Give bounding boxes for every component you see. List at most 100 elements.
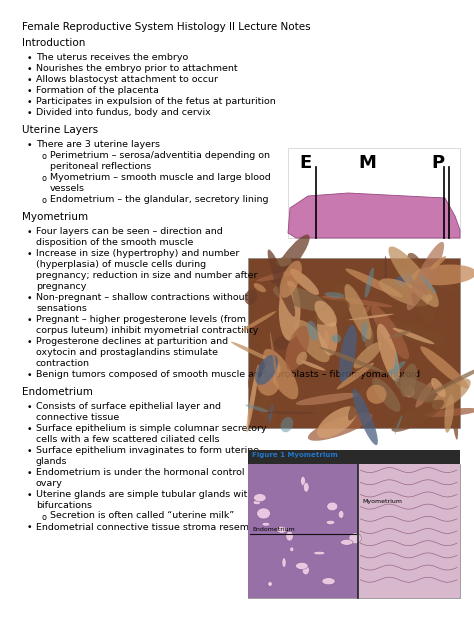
- Ellipse shape: [395, 265, 433, 279]
- Ellipse shape: [286, 532, 293, 541]
- Text: disposition of the smooth muscle: disposition of the smooth muscle: [36, 238, 193, 246]
- Ellipse shape: [298, 360, 326, 371]
- Ellipse shape: [384, 256, 387, 289]
- Ellipse shape: [332, 336, 336, 341]
- Ellipse shape: [361, 320, 367, 342]
- Ellipse shape: [262, 362, 281, 382]
- Text: Uterine Layers: Uterine Layers: [22, 125, 98, 135]
- Ellipse shape: [395, 415, 402, 434]
- Ellipse shape: [430, 256, 446, 270]
- Text: •: •: [27, 98, 33, 107]
- Text: •: •: [27, 65, 33, 74]
- Text: Four layers can be seen – direction and: Four layers can be seen – direction and: [36, 227, 223, 236]
- Text: pregnancy: pregnancy: [36, 282, 86, 291]
- FancyBboxPatch shape: [248, 464, 358, 598]
- Text: •: •: [27, 87, 33, 96]
- Ellipse shape: [294, 320, 330, 362]
- Ellipse shape: [253, 501, 261, 505]
- Ellipse shape: [411, 265, 474, 285]
- Ellipse shape: [354, 342, 382, 368]
- Ellipse shape: [324, 330, 329, 346]
- Text: Uterine glands are simple tubular glands with: Uterine glands are simple tubular glands…: [36, 490, 254, 499]
- Text: Secretion is often called “uterine milk”: Secretion is often called “uterine milk”: [50, 511, 234, 521]
- Text: pregnancy; reduction in size and number after: pregnancy; reduction in size and number …: [36, 270, 257, 279]
- Text: Perimetrium – serosa/adventitia depending on: Perimetrium – serosa/adventitia dependin…: [50, 150, 270, 160]
- Ellipse shape: [273, 286, 328, 311]
- Ellipse shape: [268, 250, 295, 317]
- Ellipse shape: [389, 246, 439, 307]
- Text: •: •: [27, 370, 33, 380]
- Ellipse shape: [295, 562, 308, 569]
- Ellipse shape: [432, 379, 471, 410]
- Ellipse shape: [371, 305, 409, 360]
- Ellipse shape: [285, 325, 309, 371]
- Ellipse shape: [365, 267, 374, 298]
- Text: Surface epithelium invaginates to form uterine: Surface epithelium invaginates to form u…: [36, 446, 259, 454]
- Ellipse shape: [307, 320, 318, 341]
- Ellipse shape: [277, 526, 287, 533]
- Ellipse shape: [254, 494, 266, 502]
- Ellipse shape: [338, 511, 344, 518]
- Text: •: •: [27, 425, 33, 434]
- Ellipse shape: [449, 380, 458, 440]
- Text: oxytocin and prostaglandins stimulate: oxytocin and prostaglandins stimulate: [36, 348, 218, 356]
- Ellipse shape: [348, 387, 366, 420]
- Text: Endometrium – the glandular, secretory lining: Endometrium – the glandular, secretory l…: [50, 195, 268, 204]
- Ellipse shape: [431, 378, 446, 398]
- Ellipse shape: [241, 311, 276, 332]
- Ellipse shape: [313, 300, 350, 325]
- Text: Consists of surface epithelial layer and: Consists of surface epithelial layer and: [36, 401, 221, 411]
- Text: •: •: [27, 228, 33, 236]
- Text: vessels: vessels: [50, 184, 85, 193]
- Ellipse shape: [282, 558, 286, 568]
- Text: Endometrial connective tissue stroma resembles mesenchyme: Endometrial connective tissue stroma res…: [36, 523, 336, 532]
- Ellipse shape: [303, 482, 309, 492]
- Ellipse shape: [322, 296, 393, 307]
- Ellipse shape: [256, 270, 301, 281]
- Ellipse shape: [317, 305, 337, 356]
- Text: •: •: [27, 76, 33, 85]
- FancyBboxPatch shape: [248, 450, 460, 464]
- FancyBboxPatch shape: [358, 464, 460, 598]
- Ellipse shape: [389, 331, 411, 338]
- Ellipse shape: [245, 289, 257, 305]
- Ellipse shape: [411, 293, 435, 324]
- Text: sensations: sensations: [36, 303, 87, 313]
- Text: •: •: [27, 490, 33, 499]
- FancyBboxPatch shape: [288, 148, 460, 238]
- Ellipse shape: [274, 336, 290, 350]
- Ellipse shape: [381, 320, 444, 345]
- Text: Participates in expulsion of the fetus at parturition: Participates in expulsion of the fetus a…: [36, 97, 276, 106]
- Ellipse shape: [379, 278, 429, 307]
- Text: •: •: [27, 250, 33, 258]
- Text: E: E: [300, 154, 312, 172]
- Ellipse shape: [404, 386, 415, 398]
- FancyBboxPatch shape: [248, 464, 460, 598]
- Text: •: •: [27, 523, 33, 533]
- Text: peritoneal reflections: peritoneal reflections: [50, 162, 151, 171]
- Ellipse shape: [420, 346, 469, 389]
- Text: Endometrium: Endometrium: [22, 387, 93, 397]
- Ellipse shape: [337, 363, 374, 389]
- Ellipse shape: [263, 349, 298, 399]
- Text: Formation of the placenta: Formation of the placenta: [36, 86, 159, 95]
- Ellipse shape: [388, 361, 406, 375]
- Text: M: M: [358, 154, 376, 172]
- Text: Divided into fundus, body and cervix: Divided into fundus, body and cervix: [36, 108, 211, 117]
- Ellipse shape: [268, 581, 272, 586]
- Ellipse shape: [327, 502, 337, 511]
- Text: ovary: ovary: [36, 478, 63, 487]
- Text: •: •: [27, 337, 33, 346]
- Ellipse shape: [395, 353, 398, 384]
- Ellipse shape: [262, 523, 270, 526]
- Ellipse shape: [407, 242, 444, 310]
- Ellipse shape: [415, 382, 434, 408]
- Ellipse shape: [281, 417, 293, 432]
- Ellipse shape: [279, 281, 301, 341]
- Text: Myometrium: Myometrium: [22, 212, 88, 222]
- Ellipse shape: [280, 260, 302, 298]
- Ellipse shape: [346, 269, 403, 297]
- Ellipse shape: [340, 540, 353, 545]
- Ellipse shape: [271, 234, 310, 284]
- Ellipse shape: [322, 578, 335, 585]
